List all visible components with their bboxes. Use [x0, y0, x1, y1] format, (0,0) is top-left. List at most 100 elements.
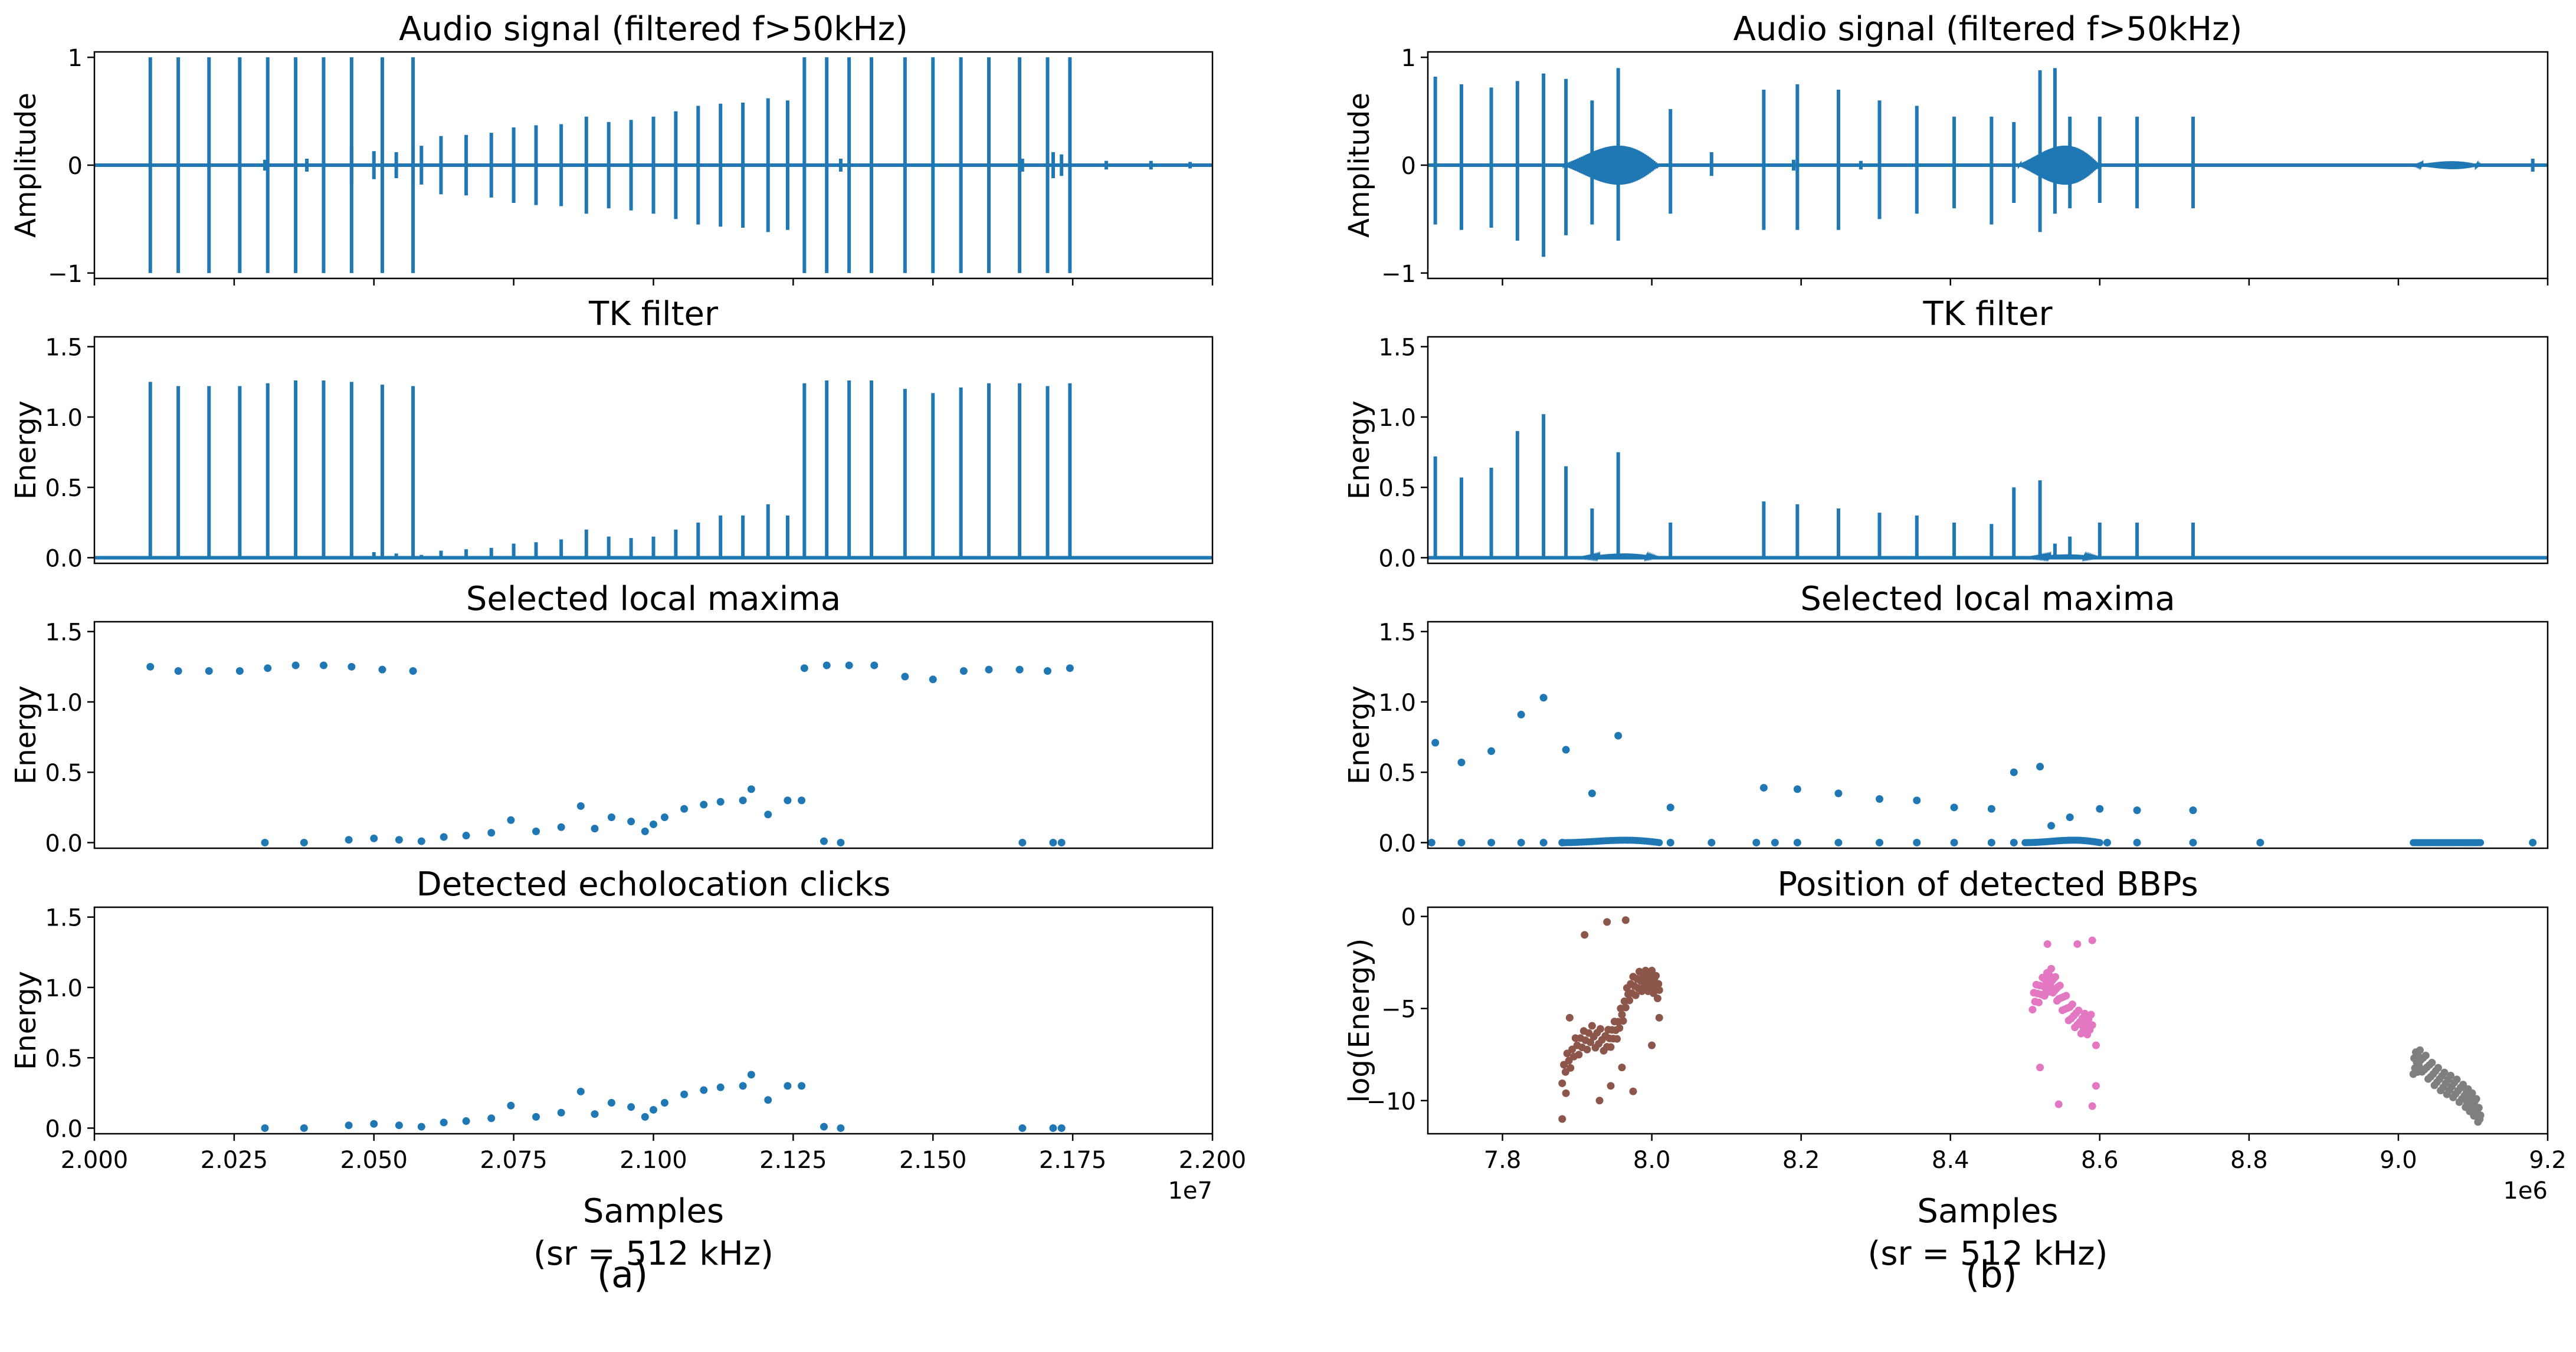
- bbp-point: [2068, 1000, 2076, 1009]
- y-tick-label: 1.0: [1378, 690, 1416, 717]
- axes-frame: [93, 336, 1214, 565]
- data-point: [800, 664, 808, 672]
- plot-area: [1428, 414, 2548, 563]
- data-point: [1614, 731, 1623, 740]
- data-point: [1428, 838, 1436, 846]
- x-offset-text: 1e6: [2503, 1177, 2548, 1205]
- data-point: [261, 838, 269, 846]
- bbp-point: [1562, 1089, 1570, 1097]
- bbp-point: [1581, 931, 1589, 939]
- bbp-point: [1613, 1035, 1621, 1043]
- bbp-point: [1653, 995, 1661, 1003]
- data-point: [1666, 803, 1674, 812]
- data-point: [557, 823, 565, 831]
- bbp-point: [1566, 1064, 1575, 1072]
- y-axis-label: log(Energy): [1343, 938, 1376, 1103]
- data-point: [1057, 838, 1066, 846]
- bbp-point: [2475, 1104, 2483, 1112]
- bbp-point: [1652, 972, 1660, 980]
- x-tick-label: 9.2: [2529, 1147, 2567, 1174]
- x-tick-label: 8.0: [1633, 1147, 1671, 1174]
- data-point: [660, 813, 668, 822]
- axes-frame: [1427, 336, 2549, 565]
- data-point: [650, 1105, 657, 1114]
- axes-frame: [1427, 51, 2549, 280]
- plot-area: [1558, 916, 2485, 1126]
- y-tick-label: 0: [1401, 904, 1416, 931]
- y-tick-label: 0.0: [45, 830, 83, 857]
- data-point: [1876, 795, 1884, 803]
- data-point: [764, 810, 772, 819]
- chart-title: Selected local maxima: [466, 580, 841, 618]
- data-point: [1987, 805, 1995, 813]
- data-point: [784, 1082, 792, 1090]
- data-point: [798, 796, 806, 805]
- data-point: [2010, 768, 2018, 776]
- data-point: [2256, 838, 2264, 846]
- bbp-point: [1603, 918, 1611, 926]
- data-point: [395, 1121, 403, 1130]
- y-axis-label: Energy: [9, 971, 42, 1070]
- bbp-point: [2453, 1075, 2461, 1084]
- bbp-point: [2028, 1006, 2037, 1014]
- data-point: [264, 664, 272, 672]
- y-tick-label: 1.5: [45, 334, 83, 362]
- y-tick-label: 1.0: [45, 405, 83, 432]
- bbp-point: [2043, 940, 2051, 948]
- data-point: [2133, 806, 2141, 815]
- data-point: [1487, 838, 1496, 846]
- data-point: [378, 665, 386, 674]
- data-point: [261, 1124, 269, 1132]
- data-point: [2036, 763, 2044, 771]
- y-axis-label: Energy: [1343, 685, 1376, 785]
- data-point: [1913, 838, 1921, 846]
- bbp-point: [1615, 1024, 1624, 1032]
- y-tick-label: −10: [1366, 1088, 1416, 1115]
- data-point: [739, 1082, 747, 1090]
- y-tick-label: 0.5: [45, 760, 83, 787]
- plot-area: [94, 380, 1212, 560]
- x-tick-label: 2.100: [620, 1147, 687, 1174]
- data-point: [680, 1090, 689, 1098]
- y-axis-label: Energy: [1343, 401, 1376, 500]
- data-point: [1913, 796, 1921, 805]
- data-point: [440, 833, 448, 841]
- x-axis-label: Samples: [1917, 1192, 2058, 1230]
- data-point: [641, 1113, 649, 1121]
- bbp-point: [1588, 1022, 1596, 1030]
- bbp-point: [1648, 1041, 1656, 1049]
- y-tick-label: 0.5: [45, 475, 83, 502]
- data-point: [345, 836, 353, 844]
- data-point: [607, 813, 615, 822]
- y-tick-label: 1.5: [1378, 619, 1416, 647]
- chart-title: TK filter: [588, 295, 719, 333]
- bbp-point: [2434, 1064, 2442, 1072]
- y-tick-label: 0.0: [45, 545, 83, 572]
- data-point: [300, 838, 308, 846]
- data-point: [660, 1099, 668, 1107]
- data-point: [1457, 759, 1466, 767]
- data-point: [700, 800, 708, 809]
- data-point: [2189, 838, 2197, 846]
- bbp-point: [1587, 1038, 1595, 1046]
- x-tick-label: 8.8: [2230, 1147, 2268, 1174]
- data-point: [822, 661, 831, 670]
- axes-frame: [1427, 906, 2549, 1135]
- bbp-point: [2459, 1081, 2467, 1089]
- data-point: [2103, 838, 2111, 846]
- plot-area: [1428, 694, 2537, 846]
- bbp-point: [2088, 936, 2096, 944]
- y-tick-label: −5: [1381, 996, 1416, 1023]
- data-point: [291, 661, 300, 670]
- data-point: [1834, 838, 1843, 846]
- bbp-point: [2468, 1089, 2476, 1097]
- bbp-point: [1618, 1064, 1626, 1072]
- axes-frame: [93, 906, 1214, 1135]
- data-point: [820, 837, 828, 845]
- x-tick-label: 2.200: [1179, 1147, 1247, 1174]
- chart-a2: [87, 336, 1214, 565]
- axes-frame: [93, 51, 1214, 280]
- data-point: [1759, 783, 1768, 792]
- data-point: [487, 1114, 496, 1123]
